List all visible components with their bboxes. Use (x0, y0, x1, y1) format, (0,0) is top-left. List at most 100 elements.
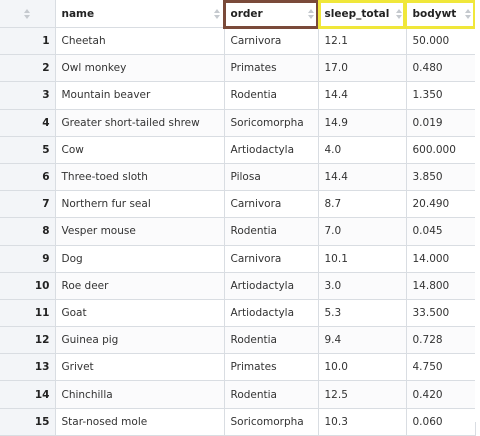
table-row: 6 Three-toed sloth Pilosa 14.4 3.850 (0, 163, 476, 192)
cell-name: Greater short-tailed shrew (55, 109, 225, 137)
cell-order: Carnivora (224, 245, 319, 273)
column-header-sleep-total[interactable]: sleep_total (318, 0, 407, 28)
row-index: 10 (0, 272, 56, 300)
sort-arrows-icon (395, 8, 402, 19)
cell-name: Three-toed sloth (55, 163, 225, 192)
table-row: 3 Mountain beaver Rodentia 14.4 1.350 (0, 81, 476, 110)
column-header-bodywt[interactable]: bodywt (406, 0, 476, 28)
cell-order: Artiodactyla (224, 299, 319, 328)
cell-bodywt: 4.750 (406, 353, 476, 382)
table-row: 13 Grivet Primates 10.0 4.750 (0, 353, 476, 382)
cell-bodywt: 0.728 (406, 326, 476, 355)
sort-arrows-icon (24, 8, 31, 19)
row-index: 13 (0, 353, 56, 382)
cell-order: Artiodactyla (224, 272, 319, 300)
cell-name: Owl monkey (55, 54, 225, 83)
table-body: 1 Cheetah Carnivora 12.1 50.000 2 Owl monkey P… (0, 27, 476, 436)
table-row: 14 Chinchilla Rodentia 12.5 0.420 (0, 380, 476, 409)
row-index: 3 (0, 81, 56, 110)
cell-order: Primates (224, 353, 319, 382)
cell-sleep-total: 3.0 (318, 272, 407, 300)
cell-order: Rodentia (224, 326, 319, 355)
table-row: 10 Roe deer Artiodactyla 3.0 14.800 (0, 272, 476, 300)
row-index: 4 (0, 109, 56, 137)
cell-bodywt: 3.850 (406, 163, 476, 192)
cell-name: Cheetah (55, 27, 225, 56)
cell-bodywt: 20.490 (406, 190, 476, 219)
header-row: name order sleep_total bodywt (0, 0, 476, 28)
row-index: 9 (0, 245, 56, 273)
cell-order: Carnivora (224, 190, 319, 219)
row-index: 5 (0, 136, 56, 164)
cell-sleep-total: 10.0 (318, 353, 407, 382)
cell-bodywt: 0.480 (406, 54, 476, 83)
cell-bodywt: 14.000 (406, 245, 476, 273)
row-index: 12 (0, 326, 56, 355)
cell-sleep-total: 12.1 (318, 27, 407, 56)
table-header: name order sleep_total bodywt (0, 0, 476, 28)
cell-name: Guinea pig (55, 326, 225, 355)
cell-bodywt: 0.045 (406, 217, 476, 246)
table-row: 12 Guinea pig Rodentia 9.4 0.728 (0, 326, 476, 355)
column-header-label: order (230, 7, 263, 20)
column-header-name[interactable]: name (55, 0, 225, 28)
table-row: 11 Goat Artiodactyla 5.3 33.500 (0, 299, 476, 328)
table-row: 9 Dog Carnivora 10.1 14.000 (0, 245, 476, 273)
cell-name: Vesper mouse (55, 217, 225, 246)
column-header-label: name (61, 7, 95, 20)
cell-sleep-total: 8.7 (318, 190, 407, 219)
cell-bodywt: 600.000 (406, 136, 476, 164)
row-index-header[interactable] (0, 0, 56, 28)
cell-name: Cow (55, 136, 225, 164)
cell-bodywt: 1.350 (406, 81, 476, 110)
cell-sleep-total: 9.4 (318, 326, 407, 355)
row-index: 6 (0, 163, 56, 192)
cell-sleep-total: 14.4 (318, 81, 407, 110)
cell-order: Rodentia (224, 380, 319, 409)
row-index: 14 (0, 380, 56, 409)
row-index: 1 (0, 27, 56, 56)
cell-name: Chinchilla (55, 380, 225, 409)
cell-bodywt: 0.019 (406, 109, 476, 137)
column-header-order[interactable]: order (224, 0, 319, 28)
table-row: 1 Cheetah Carnivora 12.1 50.000 (0, 27, 476, 56)
cell-order: Pilosa (224, 163, 319, 192)
column-header-label: sleep_total (324, 7, 390, 20)
row-index: 8 (0, 217, 56, 246)
cell-name: Northern fur seal (55, 190, 225, 219)
cell-order: Rodentia (224, 217, 319, 246)
cell-name: Goat (55, 299, 225, 328)
cell-order: Artiodactyla (224, 136, 319, 164)
row-index: 2 (0, 54, 56, 83)
cell-sleep-total: 14.9 (318, 109, 407, 137)
cell-bodywt: 50.000 (406, 27, 476, 56)
cell-order: Primates (224, 54, 319, 83)
table-row: 2 Owl monkey Primates 17.0 0.480 (0, 54, 476, 83)
cell-bodywt: 33.500 (406, 299, 476, 328)
cell-name: Grivet (55, 353, 225, 382)
cell-sleep-total: 10.1 (318, 245, 407, 273)
sort-arrows-icon (307, 8, 314, 19)
row-index: 11 (0, 299, 56, 328)
column-header-label: bodywt (412, 7, 457, 20)
cell-name: Roe deer (55, 272, 225, 300)
right-edge (475, 0, 480, 422)
table-row: 5 Cow Artiodactyla 4.0 600.000 (0, 136, 476, 164)
table-row: 8 Vesper mouse Rodentia 7.0 0.045 (0, 217, 476, 246)
cell-name: Mountain beaver (55, 81, 225, 110)
table-row: 7 Northern fur seal Carnivora 8.7 20.490 (0, 190, 476, 219)
cell-order: Soricomorpha (224, 109, 319, 137)
sort-arrows-icon (213, 8, 220, 19)
cell-sleep-total: 12.5 (318, 380, 407, 409)
cell-sleep-total: 14.4 (318, 163, 407, 192)
cell-sleep-total: 4.0 (318, 136, 407, 164)
table-row: 4 Greater short-tailed shrew Soricomorpha 1… (0, 109, 476, 137)
row-index: 7 (0, 190, 56, 219)
cell-sleep-total: 17.0 (318, 54, 407, 83)
cell-name: Dog (55, 245, 225, 273)
cell-order: Rodentia (224, 81, 319, 110)
cell-sleep-total: 7.0 (318, 217, 407, 246)
cell-order: Carnivora (224, 27, 319, 56)
cell-bodywt: 14.800 (406, 272, 476, 300)
